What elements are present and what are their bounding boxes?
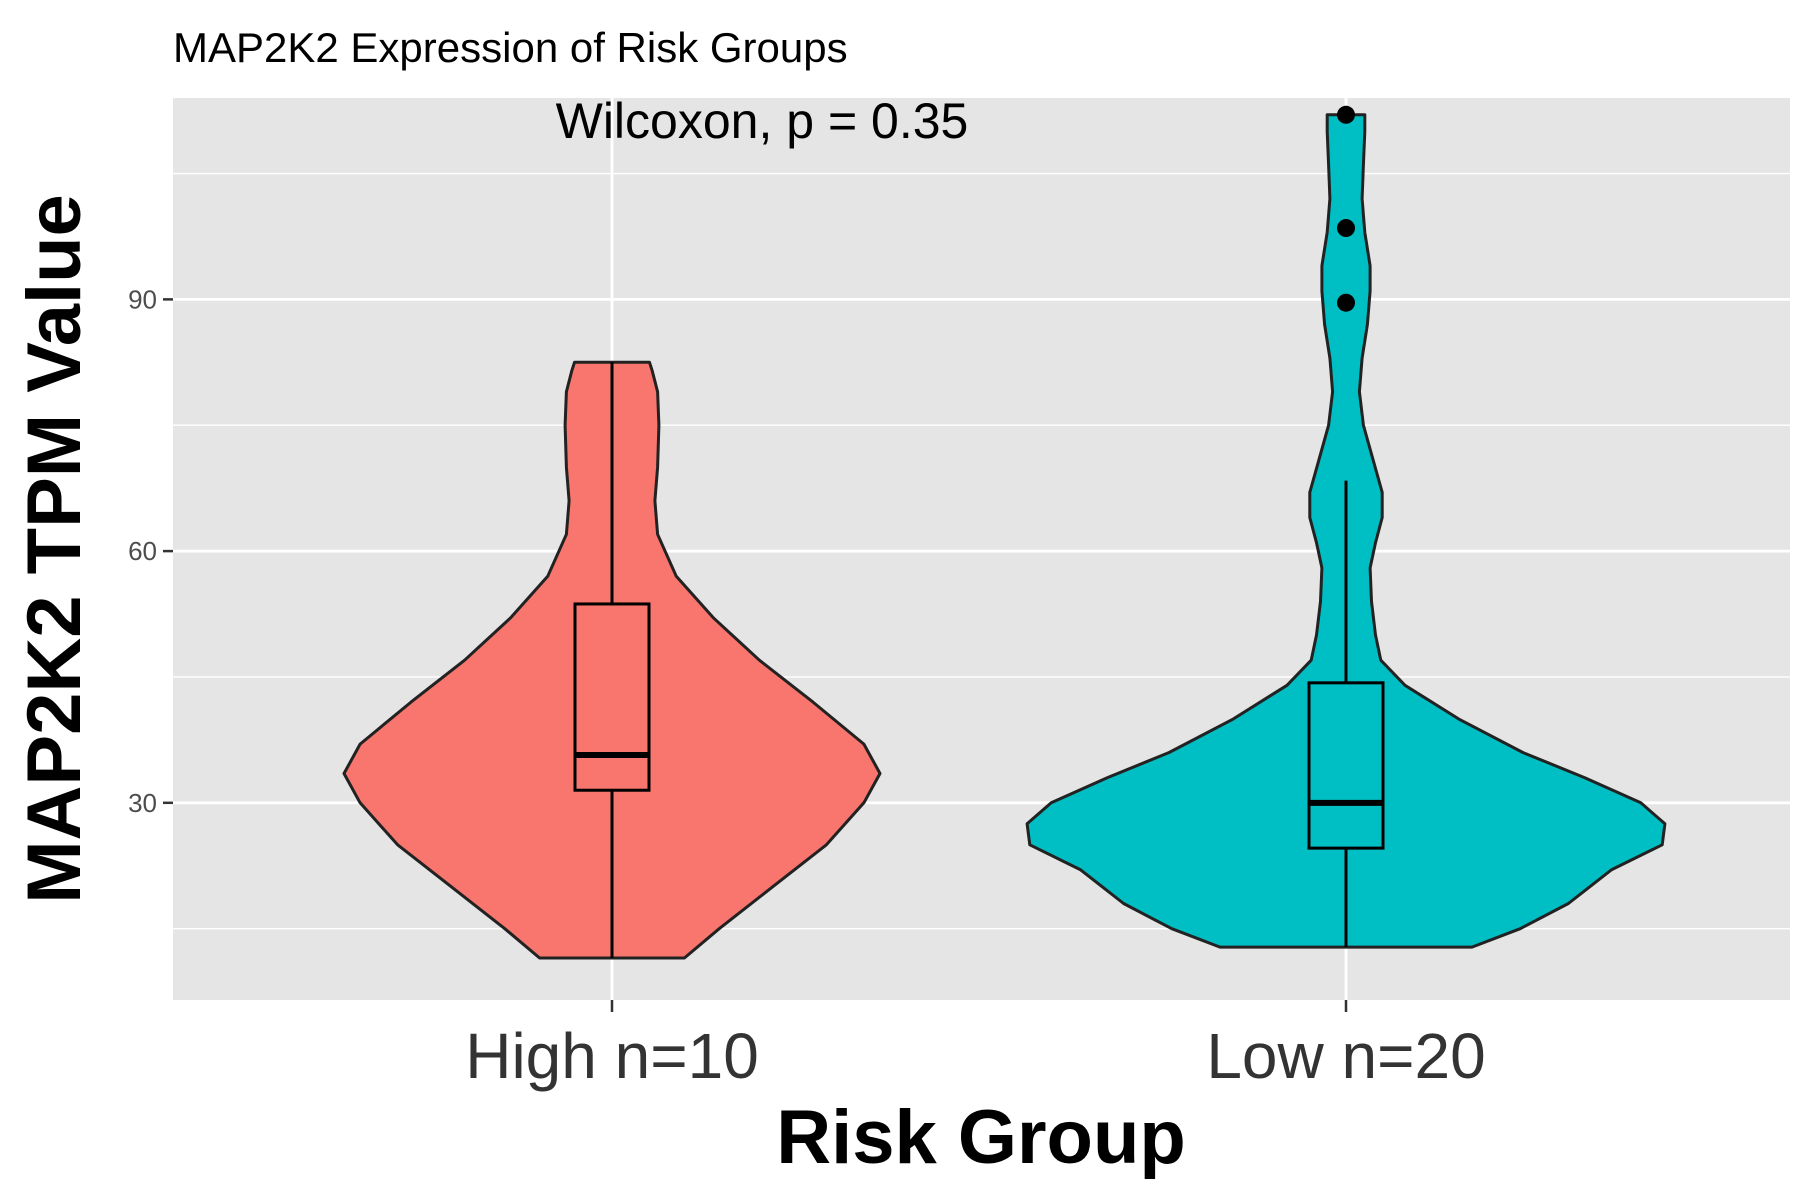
y-tick-label-30: 30 xyxy=(128,788,157,818)
outlier-point-1-0 xyxy=(1337,293,1355,312)
y-axis: 30 60 90 xyxy=(128,284,173,818)
y-axis-title: MAP2K2 TPM Value xyxy=(12,194,97,904)
iqr-box xyxy=(1307,681,1385,850)
chart-title: MAP2K2 Expression of Risk Groups xyxy=(173,24,848,71)
boxplot-1 xyxy=(1307,480,1385,948)
test-annotation: Wilcoxon, p = 0.35 xyxy=(556,93,969,149)
x-axis-title: Risk Group xyxy=(776,1095,1186,1180)
boxplot-0 xyxy=(573,362,651,959)
x-tick-label-0: High n=10 xyxy=(465,1020,759,1092)
y-tick-label-90: 90 xyxy=(128,284,157,314)
iqr-box xyxy=(573,602,651,792)
boxplots xyxy=(573,362,1385,959)
x-tick-label-1: Low n=20 xyxy=(1206,1020,1485,1092)
outlier-point-1-1 xyxy=(1337,219,1355,238)
outlier-points xyxy=(1337,105,1355,312)
x-axis: High n=10 Low n=20 xyxy=(465,1000,1486,1092)
outlier-point-1-2 xyxy=(1337,105,1355,124)
y-tick-label-60: 60 xyxy=(128,536,157,566)
